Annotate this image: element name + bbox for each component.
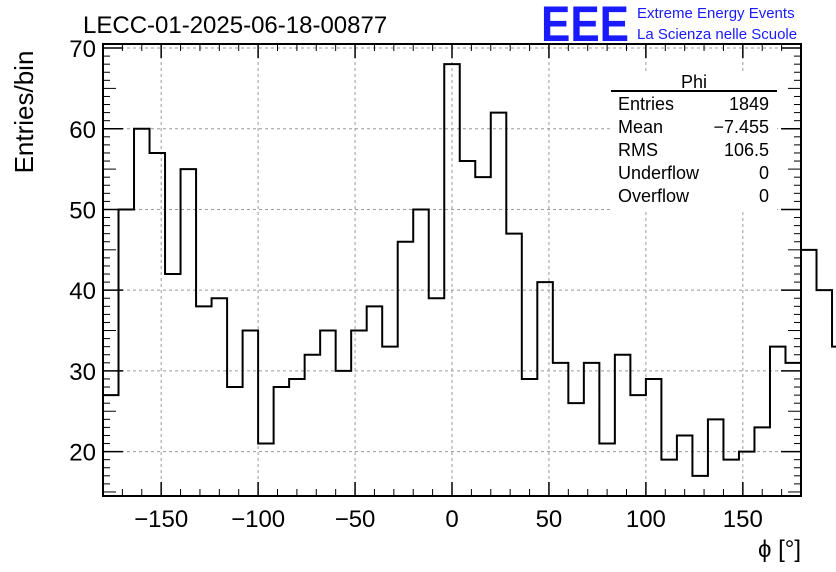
- histogram-bin: [491, 113, 507, 496]
- org-tagline: La Scienza nelle Scuole: [637, 26, 797, 43]
- histogram-bin: [336, 371, 352, 496]
- histogram-bin: [646, 379, 662, 496]
- histogram-bin: [196, 306, 212, 496]
- x-tick-labels: −150 −100 −50 0 50 100 150: [134, 506, 763, 533]
- histogram-bin: [522, 379, 538, 496]
- x-tick-label: 150: [723, 506, 763, 533]
- histogram-bin: [413, 209, 429, 496]
- histogram-bin: [739, 452, 755, 496]
- axis-ticks: [103, 44, 801, 496]
- stats-value: 0: [759, 186, 769, 206]
- histogram-bin: [723, 460, 739, 496]
- histogram-bin: [258, 444, 274, 496]
- histogram-bin: [475, 177, 491, 496]
- histogram-bin: [692, 476, 708, 496]
- stats-label: RMS: [618, 140, 658, 160]
- histogram-bin: [460, 161, 476, 496]
- histogram-bin: [444, 64, 460, 496]
- stats-label: Overflow: [618, 186, 690, 206]
- histogram-bin: [212, 298, 228, 496]
- stats-box-rows: Entries 1849 Mean −7.455 RMS 106.5 Underflow 0 O…: [618, 94, 769, 206]
- y-tick-label: 30: [69, 359, 96, 386]
- histogram-bin: [181, 169, 197, 496]
- histogram-bin: [506, 234, 522, 496]
- histogram-bin: [289, 379, 305, 496]
- y-tick-label: 50: [69, 197, 96, 224]
- stats-value: 106.5: [724, 140, 769, 160]
- stats-value: 0: [759, 163, 769, 183]
- histogram-bin: [367, 306, 383, 496]
- chart-title: LECC-01-2025-06-18-00877: [83, 12, 387, 39]
- histogram-bin: [817, 290, 833, 496]
- x-tick-label: 100: [626, 506, 666, 533]
- histogram-bin: [134, 129, 150, 496]
- y-tick-label: 70: [69, 36, 96, 63]
- x-tick-label: −150: [134, 506, 188, 533]
- stats-label: Mean: [618, 117, 663, 137]
- histogram-bin: [754, 427, 770, 496]
- histogram-bin: [630, 395, 646, 496]
- stats-label: Underflow: [618, 163, 700, 183]
- y-tick-labels: 20 30 40 50 60 70: [69, 36, 96, 467]
- histogram-bin: [537, 282, 553, 496]
- histogram-bin: [119, 209, 135, 496]
- x-axis-title: ϕ [°]: [758, 536, 801, 563]
- x-tick-label: −100: [231, 506, 285, 533]
- y-tick-label: 20: [69, 440, 96, 467]
- histogram-bin: [320, 331, 336, 496]
- histogram-bin: [661, 460, 677, 496]
- histogram-outline: [103, 63, 836, 477]
- histogram-bin: [615, 355, 631, 496]
- histogram-bin: [429, 298, 445, 496]
- x-tick-label: 50: [536, 506, 563, 533]
- histogram-bin: [785, 363, 801, 496]
- x-tick-label: −50: [335, 506, 376, 533]
- y-axis-title: Entries/bin: [9, 51, 39, 174]
- y-tick-label: 40: [69, 278, 96, 305]
- histogram-bin: [382, 347, 398, 496]
- stats-value: −7.455: [713, 117, 769, 137]
- histogram-bin: [398, 242, 414, 496]
- histogram-bin: [103, 395, 119, 496]
- histogram-bin: [553, 363, 569, 496]
- histogram-bin: [165, 274, 181, 496]
- plot-frame: [102, 43, 802, 497]
- stats-box-background: [611, 74, 777, 212]
- y-tick-label: 60: [69, 117, 96, 144]
- histogram-bin: [677, 435, 693, 496]
- stats-box-title: Phi: [681, 72, 707, 92]
- histogram-bin: [801, 250, 817, 496]
- stats-value: 1849: [729, 94, 769, 114]
- histogram-bin: [351, 331, 367, 496]
- histogram-bin: [227, 387, 243, 496]
- histogram-bin: [274, 387, 290, 496]
- histogram-bin: [150, 153, 166, 496]
- org-name: Extreme Energy Events: [637, 5, 795, 22]
- histogram-bin: [708, 419, 724, 496]
- stats-label: Entries: [618, 94, 674, 114]
- x-tick-label: 0: [445, 506, 458, 533]
- histogram-bin: [599, 444, 615, 496]
- histogram-bin: [584, 363, 600, 496]
- histogram-bin: [243, 331, 259, 496]
- histogram-bin: [305, 355, 321, 496]
- histogram-bin: [568, 403, 584, 496]
- histogram-bin: [832, 347, 836, 496]
- stats-box: Phi Entries 1849 Mean −7.455 RMS 106.5 Underfl…: [611, 72, 777, 212]
- histogram-bin: [770, 347, 786, 496]
